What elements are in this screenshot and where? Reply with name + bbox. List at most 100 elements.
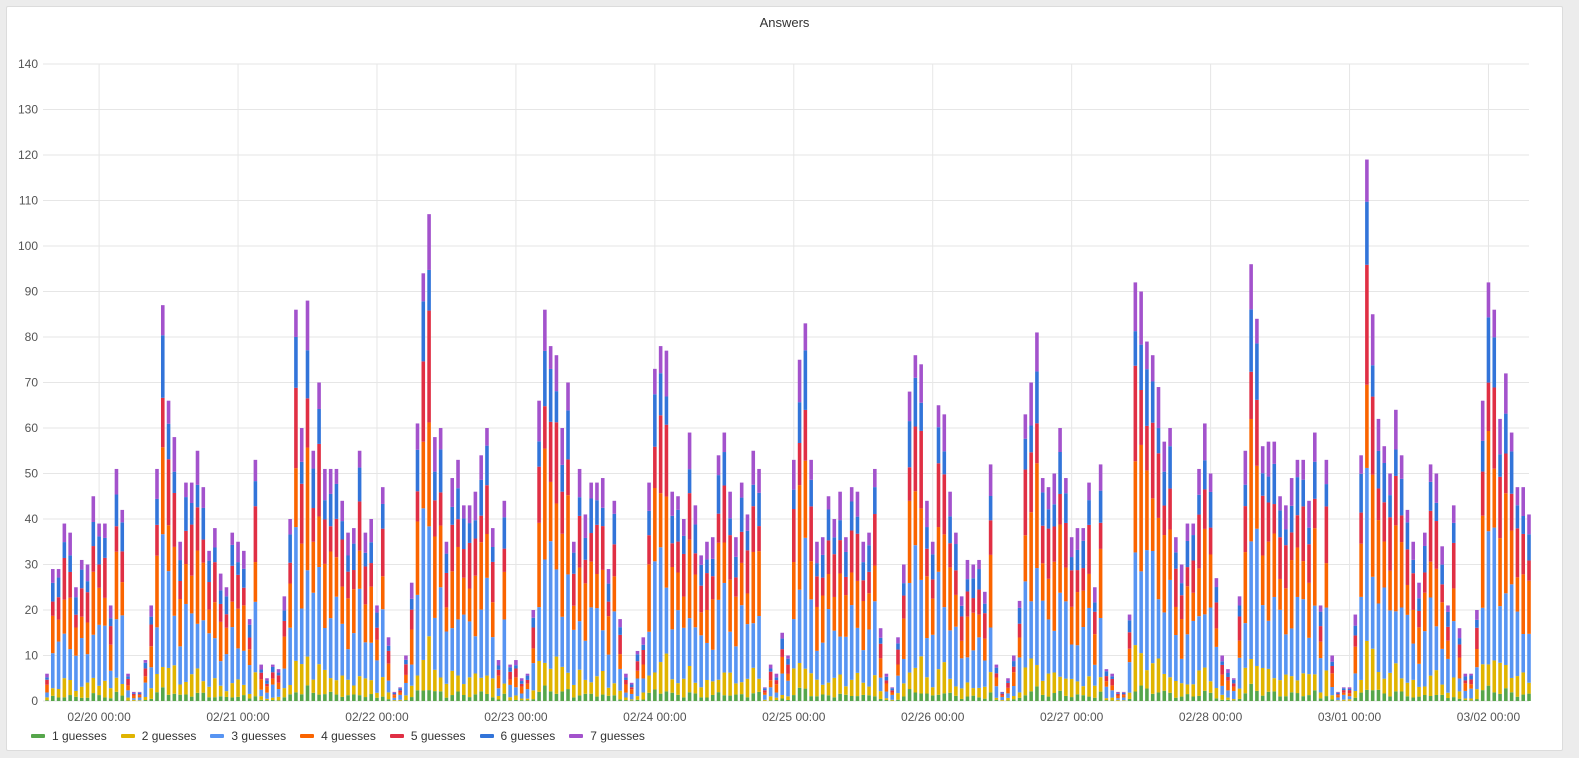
bar-segment-7-guesses[interactable] bbox=[629, 682, 634, 685]
bar-stack[interactable] bbox=[1295, 459, 1300, 701]
bar-segment-1-guesses[interactable] bbox=[797, 687, 802, 701]
bar-stack[interactable] bbox=[1168, 428, 1172, 701]
bar-segment-4-guesses[interactable] bbox=[676, 572, 680, 611]
bar-segment-3-guesses[interactable] bbox=[913, 545, 918, 668]
bar-segment-3-guesses[interactable] bbox=[1093, 664, 1097, 686]
bar-stack[interactable] bbox=[1370, 314, 1375, 701]
bar-segment-4-guesses[interactable] bbox=[919, 508, 923, 580]
bar-segment-1-guesses[interactable] bbox=[873, 696, 877, 701]
bar-segment-1-guesses[interactable] bbox=[988, 692, 993, 701]
bar-segment-7-guesses[interactable] bbox=[1133, 282, 1138, 332]
bar-segment-5-guesses[interactable] bbox=[595, 524, 599, 575]
bar-segment-4-guesses[interactable] bbox=[745, 593, 750, 625]
bar-segment-5-guesses[interactable] bbox=[265, 683, 269, 687]
bar-segment-3-guesses[interactable] bbox=[757, 616, 761, 679]
bar-segment-4-guesses[interactable] bbox=[664, 496, 669, 588]
bar-segment-6-guesses[interactable] bbox=[1504, 413, 1508, 454]
bar-segment-5-guesses[interactable] bbox=[1133, 365, 1138, 462]
bar-segment-7-guesses[interactable] bbox=[375, 605, 379, 613]
bar-segment-6-guesses[interactable] bbox=[722, 452, 727, 486]
bar-segment-3-guesses[interactable] bbox=[1405, 614, 1410, 683]
bar-segment-1-guesses[interactable] bbox=[1179, 696, 1184, 701]
bar-segment-5-guesses[interactable] bbox=[1440, 584, 1444, 603]
bar-segment-2-guesses[interactable] bbox=[68, 680, 72, 696]
bar-stack[interactable] bbox=[473, 491, 478, 701]
bar-segment-7-guesses[interactable] bbox=[1017, 600, 1022, 608]
bar-segment-3-guesses[interactable] bbox=[1359, 596, 1363, 680]
bar-segment-6-guesses[interactable] bbox=[954, 544, 958, 571]
bar-segment-1-guesses[interactable] bbox=[595, 696, 599, 701]
bar-segment-6-guesses[interactable] bbox=[1191, 535, 1196, 561]
bar-segment-2-guesses[interactable] bbox=[201, 681, 206, 693]
bar-segment-2-guesses[interactable] bbox=[606, 687, 611, 696]
bar-segment-4-guesses[interactable] bbox=[1318, 641, 1323, 659]
bar-segment-6-guesses[interactable] bbox=[942, 451, 947, 475]
bar-segment-6-guesses[interactable] bbox=[317, 408, 321, 444]
bar-segment-4-guesses[interactable] bbox=[317, 516, 321, 568]
bar-segment-2-guesses[interactable] bbox=[1231, 699, 1236, 701]
bar-segment-5-guesses[interactable] bbox=[820, 577, 825, 596]
bar-segment-6-guesses[interactable] bbox=[809, 479, 813, 507]
bar-segment-6-guesses[interactable] bbox=[1463, 676, 1468, 681]
bar-stack[interactable] bbox=[1347, 687, 1352, 701]
bar-stack[interactable] bbox=[166, 400, 171, 701]
bar-segment-5-guesses[interactable] bbox=[647, 535, 651, 565]
bar-segment-3-guesses[interactable] bbox=[566, 574, 570, 673]
bar-segment-6-guesses[interactable] bbox=[884, 676, 889, 681]
bar-segment-1-guesses[interactable] bbox=[1272, 691, 1277, 701]
bar-segment-7-guesses[interactable] bbox=[1220, 655, 1224, 662]
bar-segment-1-guesses[interactable] bbox=[560, 691, 565, 701]
bar-segment-5-guesses[interactable] bbox=[687, 493, 692, 540]
bar-segment-7-guesses[interactable] bbox=[936, 405, 941, 428]
bar-segment-2-guesses[interactable] bbox=[670, 679, 675, 693]
bar-segment-3-guesses[interactable] bbox=[1313, 605, 1317, 675]
bar-segment-3-guesses[interactable] bbox=[988, 627, 993, 673]
bar-segment-2-guesses[interactable] bbox=[1376, 672, 1381, 690]
bar-segment-5-guesses[interactable] bbox=[1336, 694, 1340, 696]
bar-segment-5-guesses[interactable] bbox=[797, 442, 802, 486]
bar-segment-7-guesses[interactable] bbox=[456, 459, 460, 489]
bar-segment-4-guesses[interactable] bbox=[1446, 640, 1450, 659]
bar-segment-4-guesses[interactable] bbox=[1191, 592, 1196, 621]
bar-segment-7-guesses[interactable] bbox=[1440, 546, 1444, 565]
bar-segment-3-guesses[interactable] bbox=[398, 694, 402, 700]
bar-segment-4-guesses[interactable] bbox=[606, 616, 611, 655]
bar-segment-5-guesses[interactable] bbox=[693, 553, 698, 575]
bar-segment-4-guesses[interactable] bbox=[1029, 512, 1033, 602]
bar-segment-3-guesses[interactable] bbox=[1301, 599, 1306, 674]
bar-segment-7-guesses[interactable] bbox=[462, 505, 466, 519]
bar-segment-3-guesses[interactable] bbox=[74, 655, 78, 691]
bar-segment-4-guesses[interactable] bbox=[838, 573, 842, 637]
bar-segment-4-guesses[interactable] bbox=[710, 599, 715, 650]
bar-segment-2-guesses[interactable] bbox=[1411, 679, 1416, 698]
bar-segment-7-guesses[interactable] bbox=[259, 664, 263, 670]
bar-segment-3-guesses[interactable] bbox=[496, 688, 501, 697]
bar-segment-2-guesses[interactable] bbox=[1347, 699, 1352, 701]
bar-segment-1-guesses[interactable] bbox=[160, 687, 165, 701]
bar-segment-5-guesses[interactable] bbox=[878, 643, 883, 659]
bar-segment-4-guesses[interactable] bbox=[722, 542, 727, 583]
bar-segment-1-guesses[interactable] bbox=[1243, 693, 1248, 701]
bar-segment-6-guesses[interactable] bbox=[114, 494, 119, 527]
bar-segment-7-guesses[interactable] bbox=[1214, 578, 1219, 588]
bar-segment-2-guesses[interactable] bbox=[91, 677, 96, 694]
bar-segment-4-guesses[interactable] bbox=[543, 448, 547, 560]
bar-segment-5-guesses[interactable] bbox=[299, 483, 304, 544]
bar-segment-4-guesses[interactable] bbox=[705, 609, 709, 643]
bar-stack[interactable] bbox=[710, 537, 715, 701]
bar-segment-6-guesses[interactable] bbox=[786, 658, 790, 665]
bar-segment-5-guesses[interactable] bbox=[1260, 495, 1265, 556]
bar-segment-7-guesses[interactable] bbox=[774, 673, 779, 678]
bar-segment-3-guesses[interactable] bbox=[589, 607, 593, 683]
bar-segment-1-guesses[interactable] bbox=[566, 689, 570, 701]
bar-segment-5-guesses[interactable] bbox=[51, 601, 55, 616]
bar-segment-2-guesses[interactable] bbox=[849, 679, 854, 696]
bar-segment-5-guesses[interactable] bbox=[792, 509, 796, 563]
bar-segment-3-guesses[interactable] bbox=[1116, 698, 1120, 700]
bar-segment-6-guesses[interactable] bbox=[299, 461, 304, 484]
bar-segment-4-guesses[interactable] bbox=[1301, 561, 1306, 600]
bar-segment-1-guesses[interactable] bbox=[1370, 690, 1375, 701]
bar-segment-1-guesses[interactable] bbox=[1058, 690, 1062, 701]
bar-segment-6-guesses[interactable] bbox=[1075, 549, 1080, 571]
bar-segment-2-guesses[interactable] bbox=[1423, 686, 1427, 696]
